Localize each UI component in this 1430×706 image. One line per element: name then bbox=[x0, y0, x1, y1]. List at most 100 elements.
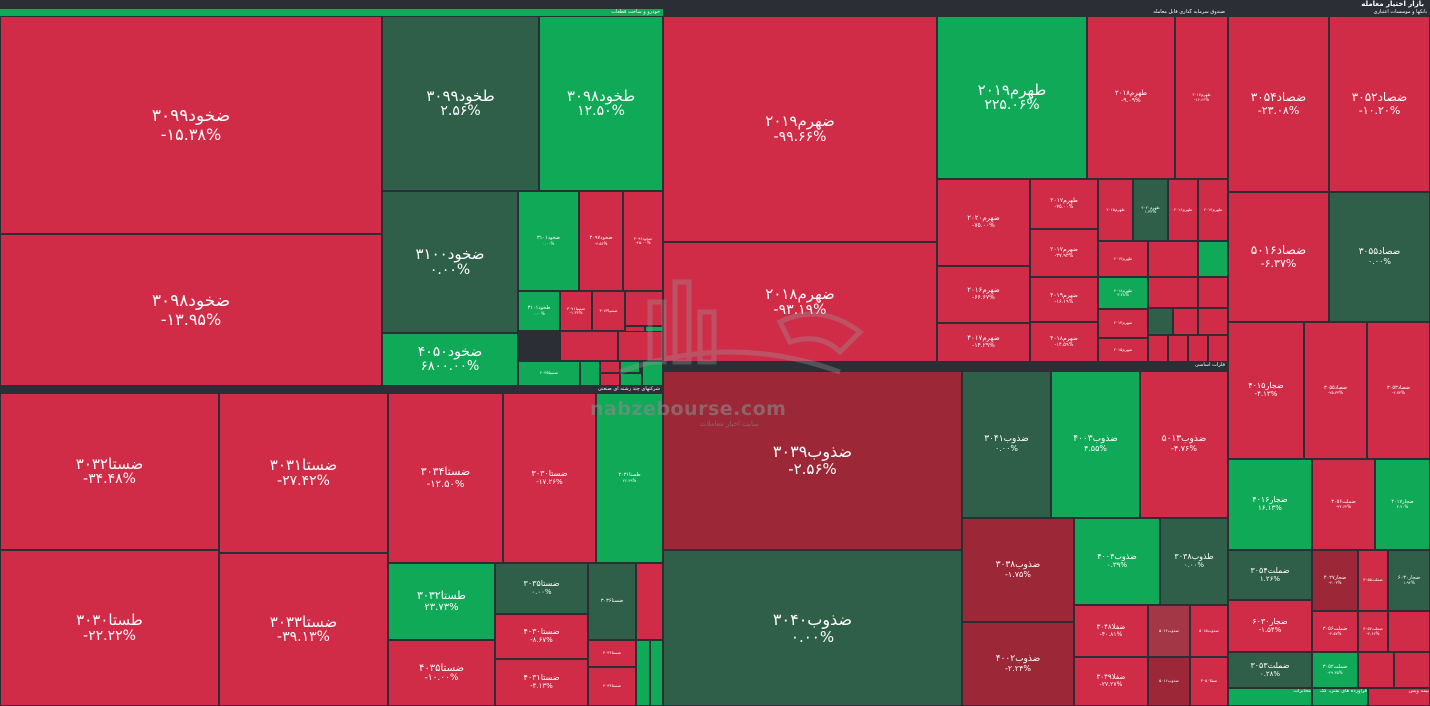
treemap-small-tile[interactable] bbox=[650, 640, 663, 706]
treemap-tile[interactable]: ضستا۳۰۳۴ -۱۲.۵۰% bbox=[388, 393, 503, 563]
bottom-sector-label[interactable]: مخابرات bbox=[1228, 688, 1312, 706]
treemap-tile[interactable]: ضهرم۴۰۱۸ -۱۴.۵۹% bbox=[1030, 322, 1098, 362]
treemap-tile[interactable]: ضستا۳۰۳۳ -۳۹.۱۳% bbox=[219, 553, 388, 706]
treemap-tile[interactable]: ضذوب۴۰۰۳ ۴.۵۵% bbox=[1051, 371, 1140, 518]
treemap-tile[interactable]: ضفلا۳۰۴۸ -۴۰.۸۱% bbox=[1074, 605, 1148, 657]
treemap-tile[interactable]: ضستا۳۰۳۵ ۰.۰۰% bbox=[495, 563, 588, 614]
treemap-tile[interactable]: ضهرم۲۰۱۹ -۹۹.۶۶% bbox=[663, 16, 937, 242]
treemap-tile[interactable]: ضسپا۴۰۳۵ bbox=[518, 361, 580, 386]
treemap-tile[interactable]: طهرم۲۰۲۰ ۱.۳۳% bbox=[1133, 179, 1168, 241]
treemap-tile[interactable]: ضهرم۲۰۱۷ -۳۷.۹۳% bbox=[1030, 229, 1098, 277]
treemap-tile[interactable]: ضملت۳۰۵۵ bbox=[1358, 550, 1388, 611]
treemap-tile[interactable]: ضستا۳۰۳۲ -۳۴.۴۸% bbox=[0, 393, 219, 550]
treemap-small-tile[interactable] bbox=[1198, 308, 1228, 335]
treemap-tile[interactable]: طخود۳۱۰۱ ۰.۰۰% bbox=[518, 291, 560, 331]
treemap-tile[interactable]: طهرم۲۰۱۳ bbox=[1098, 241, 1148, 277]
treemap-small-tile[interactable] bbox=[1198, 277, 1228, 308]
bottom-sector-label[interactable]: بیمه وبس bbox=[1368, 688, 1430, 706]
treemap-small-tile[interactable] bbox=[1358, 652, 1394, 688]
treemap-tile[interactable]: ضملت۳۰۵۳ ۰.۲۸% bbox=[1228, 652, 1312, 688]
treemap-tile[interactable]: ضسپا۳۰۷۱ -۱.۳۴% bbox=[560, 291, 592, 331]
treemap-tile[interactable]: ضذوب۵۰۱۵ bbox=[1190, 605, 1228, 657]
treemap-tile[interactable]: ضجار۴۰۱۶ ۱۶.۱۳% bbox=[1228, 459, 1312, 550]
treemap-small-tile[interactable] bbox=[600, 373, 620, 386]
treemap-tile[interactable]: ضصاد۳۰۵۵ ۰.۰۰% bbox=[1329, 192, 1430, 322]
treemap-tile[interactable]: طهرم۲۰۱۵ bbox=[1098, 179, 1133, 241]
treemap-tile[interactable]: ضخود۳۰۹۸ -۱۳.۹۵% bbox=[0, 234, 382, 386]
treemap-small-tile[interactable] bbox=[600, 361, 620, 373]
treemap-tile[interactable]: ضصاد۳۰۵۲ -۱۰.۲۰% bbox=[1329, 16, 1430, 192]
treemap-tile[interactable]: ضملت۳۰۵۷ -۲.۶۶% bbox=[1358, 611, 1388, 652]
treemap-small-tile[interactable] bbox=[1148, 277, 1198, 308]
treemap-tile[interactable]: طستا۳۰۳۲ ۲۳.۷۳% bbox=[388, 563, 495, 640]
treemap-tile[interactable]: ضذوب۵۰۱۳ -۴.۷۶% bbox=[1140, 371, 1228, 518]
treemap-tile[interactable]: ضجار۴۰۲۷ -۲.۰۳% bbox=[1312, 550, 1358, 611]
treemap-small-tile[interactable] bbox=[1394, 652, 1430, 688]
treemap-tile[interactable]: ضملت۳۰۵۶ -۲.۵۷% bbox=[1312, 611, 1358, 652]
treemap-tile[interactable]: ضخود۳۱۰۱ ۰.۰۰% bbox=[518, 191, 579, 291]
treemap-small-tile[interactable] bbox=[1208, 335, 1228, 362]
treemap-tile[interactable]: ضخود۳۰۹۶ -۲۵.۰۰% bbox=[623, 191, 663, 291]
treemap-tile[interactable]: ضستا۴۰۳۰ -۸.۶۷% bbox=[495, 614, 588, 659]
treemap-tile[interactable]: طهرم۲۰۱۸ -۹.۰۹% bbox=[1087, 16, 1175, 179]
treemap-tile[interactable]: ضصاد۳۰۵۵ -۲۵.۳۳% bbox=[1304, 322, 1367, 459]
treemap-small-tile[interactable] bbox=[580, 361, 600, 386]
treemap-tile[interactable]: ضهرم۲۰۱۳ bbox=[1098, 309, 1148, 338]
treemap-small-tile[interactable] bbox=[642, 361, 663, 386]
treemap-tile[interactable]: ضهرم۲۰۱۶ -۶۶.۶۷% bbox=[937, 266, 1030, 323]
treemap-tile[interactable]: ضملت۳۰۵۲ -۲۹.۳۵% bbox=[1312, 652, 1358, 688]
treemap-tile[interactable]: ضملت۳۰۵۶ -۲۴.۶۲% bbox=[1312, 459, 1375, 550]
treemap-tile[interactable]: ضخود۳۱۰۰ ۰.۰۰% bbox=[382, 191, 518, 333]
treemap-tile[interactable]: ضذوب۳۰۴۰ ۰.۰۰% bbox=[663, 550, 962, 706]
treemap-small-tile[interactable] bbox=[636, 563, 663, 640]
bottom-sector-label[interactable]: فراورده های نفتی، کک bbox=[1312, 688, 1368, 706]
treemap-tile[interactable]: ضخود۳۰۹۹ -۱۵.۳۸% bbox=[0, 16, 382, 234]
treemap-tile[interactable]: طستا۳۰۳۰ -۲۲.۲۲% bbox=[0, 550, 219, 706]
treemap-small-tile[interactable] bbox=[1148, 241, 1198, 277]
treemap-tile[interactable]: ضهرم۲۰۲۰ -۷۵.۰۰% bbox=[937, 179, 1030, 266]
treemap-tile[interactable]: ضذوب۵۰۱۴ bbox=[1148, 605, 1190, 657]
treemap-tile[interactable]: ضملت۳۰۵۴ ۱.۲۶% bbox=[1228, 550, 1312, 600]
treemap-tile[interactable]: طذوب۳۰۳۸ ۰.۰۰% bbox=[1160, 518, 1228, 605]
treemap-small-tile[interactable] bbox=[1198, 241, 1228, 277]
treemap-tile[interactable]: ضذوب۳۰۳۸ -۱.۷۵% bbox=[962, 518, 1074, 622]
treemap-small-tile[interactable] bbox=[620, 373, 642, 386]
treemap-small-tile[interactable] bbox=[1173, 308, 1198, 335]
treemap-tile[interactable]: ضستا۳۰۳۱ -۲۷.۴۲% bbox=[219, 393, 388, 553]
treemap-tile[interactable]: طهرم۲۰۱۶ bbox=[1168, 179, 1198, 241]
treemap-tile[interactable]: ضذوب۳۰۳۹ -۲.۵۶% bbox=[663, 371, 962, 550]
treemap-tile[interactable]: ضذوب۳۰۴۱ ۰.۰۰% bbox=[962, 371, 1051, 518]
treemap-tile[interactable]: ضجار۶۰۳۰ -۱.۵۴% bbox=[1228, 600, 1312, 652]
treemap-small-tile[interactable] bbox=[618, 331, 663, 361]
treemap-small-tile[interactable] bbox=[1148, 308, 1173, 335]
treemap-small-tile[interactable] bbox=[1388, 611, 1430, 652]
treemap-small-tile[interactable] bbox=[625, 291, 663, 326]
treemap-tile[interactable]: ضستا۴۰۳۶ bbox=[588, 640, 636, 667]
treemap-tile[interactable]: ضذوب۴۰۰۲ -۲.۲۴% bbox=[962, 622, 1074, 706]
treemap-tile[interactable]: ضستا۴۰۳۱ -۴.۱۳% bbox=[495, 659, 588, 706]
treemap-tile[interactable]: ضصاد۵۰۱۶ -۶.۳۷% bbox=[1228, 192, 1329, 322]
treemap-tile[interactable]: طخود۳۰۹۸ ۱۲.۵۰% bbox=[539, 16, 663, 191]
treemap-tile[interactable]: ضجار۴۰۱۵ -۴.۱۳% bbox=[1228, 322, 1304, 459]
treemap-tile[interactable]: ضجار۴۰۱۷ ۲.۷۰% bbox=[1375, 459, 1430, 550]
treemap-tile[interactable]: طهرم۲۰۱۴ bbox=[1198, 179, 1228, 241]
treemap-tile[interactable]: ضسپا۳۰۷۳ bbox=[592, 291, 625, 331]
treemap-tile[interactable]: ضخود۳۰۹۷ -۶.۵۶% bbox=[579, 191, 623, 291]
treemap-tile[interactable]: ضجار۶۰۳۰ ۱.۹۲% bbox=[1388, 550, 1430, 611]
treemap-tile[interactable]: ضصاد۳۰۵۴ -۲۳.۰۸% bbox=[1228, 16, 1329, 192]
treemap-tile[interactable]: طستا۳۰۳۱ ۲۶.۲۹% bbox=[596, 393, 663, 563]
treemap-tile[interactable]: ضهرم۲۰۱۵ bbox=[1098, 338, 1148, 362]
treemap-tile[interactable]: ضخود۴۰۵۰ ۶۸۰۰.۰۰% bbox=[382, 333, 518, 386]
treemap-tile[interactable]: ضذوب۵۰۱۶ bbox=[1148, 657, 1190, 706]
treemap-small-tile[interactable] bbox=[1188, 335, 1208, 362]
treemap-tile[interactable]: ضستا۴۰۳۴ bbox=[588, 667, 636, 706]
treemap-tile[interactable]: طخود۳۰۹۹ ۲.۵۶% bbox=[382, 16, 539, 191]
treemap-tile[interactable]: طهرم۲۰۱۹ ۲۲۵.۰۶% bbox=[937, 16, 1087, 179]
treemap-tile[interactable]: ضستا۳۰۳۶ bbox=[588, 563, 636, 640]
treemap-tile[interactable]: ضهرم۴۰۱۷ -۱۴.۲۹% bbox=[937, 323, 1030, 362]
treemap-small-tile[interactable] bbox=[620, 361, 640, 373]
treemap-tile[interactable]: ضذوب۴۰۰۴ ۰.۳۹% bbox=[1074, 518, 1160, 605]
treemap-small-tile[interactable] bbox=[1168, 335, 1188, 362]
treemap-small-tile[interactable] bbox=[636, 640, 650, 706]
treemap-tile[interactable]: ضهرم۴۰۱۹ -۱۶.۱۹% bbox=[1030, 277, 1098, 322]
